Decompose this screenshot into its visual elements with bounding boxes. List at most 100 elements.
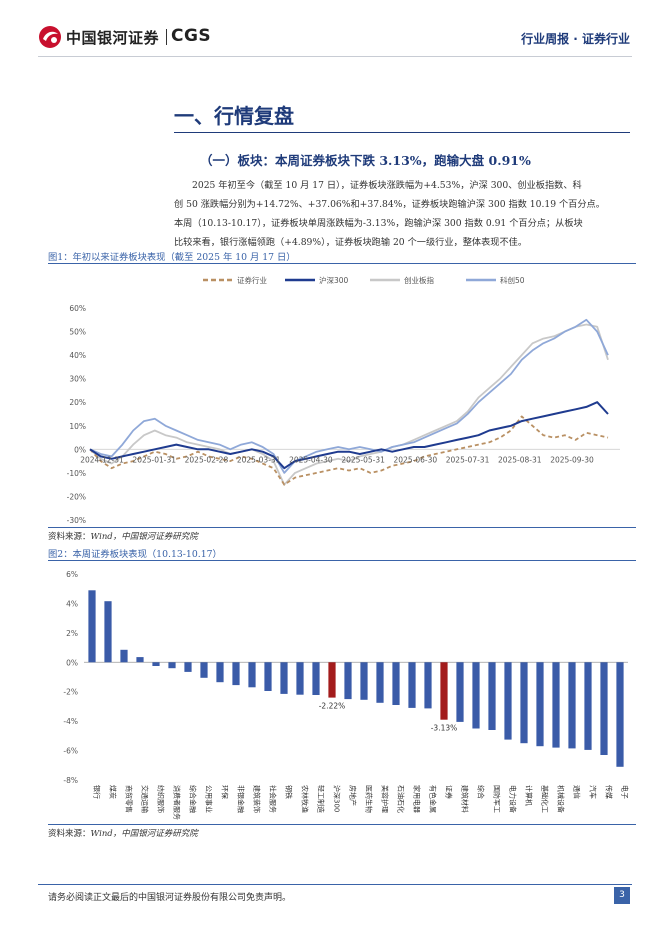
figure1-title: 图1：年初以来证券板块表现（截至 2025 年 10 月 17 日） (48, 252, 296, 263)
bar (392, 662, 400, 705)
bar (88, 590, 96, 663)
footer-divider (38, 884, 632, 885)
y-tick-label: 4% (66, 599, 78, 608)
header-divider (38, 56, 632, 57)
category-label: 综合 (477, 785, 486, 799)
category-label: 银行 (93, 785, 102, 799)
legend-item: 证券行业 (203, 275, 267, 285)
bar (296, 662, 304, 695)
x-tick-label: 2025-05-31 (341, 455, 385, 464)
cgs-logo-icon (39, 26, 61, 48)
bar (360, 662, 368, 700)
bar (424, 662, 432, 709)
legend-item: 沪深300 (285, 275, 349, 285)
y-tick-label: 10% (69, 422, 86, 431)
bar (584, 662, 592, 750)
logo-separator (166, 29, 167, 45)
category-label: 环保 (221, 785, 230, 799)
source-label: 资料来源： (48, 532, 91, 542)
y-tick-label: 0% (74, 445, 86, 454)
legend-label: 沪深300 (319, 275, 349, 285)
report-category: 行业周报 · 证券行业 (521, 32, 630, 46)
x-tick-label: 2025-06-30 (394, 455, 438, 464)
category-label: 交通运输 (141, 785, 150, 813)
bar (200, 662, 208, 678)
category-label: 机械设备 (557, 785, 566, 813)
y-tick-label: 6% (66, 570, 78, 579)
bar (232, 662, 240, 686)
bar (600, 662, 608, 755)
category-label: 计算机 (525, 785, 534, 806)
bar-value-label: -2.22% (319, 702, 346, 711)
x-tick-label: 2025-01-31 (132, 455, 176, 464)
paragraph-line: 比较来看，银行涨幅领跑（+4.89%），证券板块跑输 20 个一级行业，整体表现… (174, 237, 528, 248)
legend-item: 科创50 (466, 275, 525, 285)
legend-label: 科创50 (500, 275, 525, 285)
bar (184, 662, 192, 672)
bar (456, 662, 464, 722)
legend-label: 证券行业 (237, 275, 267, 285)
category-label: 有色金属 (429, 785, 438, 813)
source-text: Wind，中国银河证券研究院 (90, 829, 198, 839)
category-label: 家用电器 (413, 785, 422, 813)
category-label: 农林牧渔 (301, 785, 310, 813)
y-tick-label: -8% (63, 776, 78, 785)
paragraph-line: 创 50 涨跌幅分别为+14.72%、+37.06%和+37.84%，证券板块跑… (174, 199, 605, 210)
category-label: 电力设备 (509, 785, 518, 813)
series-line-1 (89, 401, 609, 470)
category-label: 汽车 (589, 785, 598, 799)
legend-label: 创业板指 (404, 275, 434, 285)
category-label: 公用事业 (205, 785, 214, 813)
x-tick-label: 2025-04-30 (289, 455, 333, 464)
paragraph-line: 2025 年初至今（截至 10 月 17 日），证券板块涨跌幅为+4.53%，沪… (192, 180, 582, 191)
category-label: 电子 (621, 785, 630, 799)
y-tick-label: 30% (69, 375, 86, 384)
legend-item: 创业板指 (370, 275, 434, 285)
bar (120, 649, 128, 663)
y-tick-label: 40% (69, 351, 86, 360)
y-tick-label: 60% (69, 304, 86, 313)
bar (568, 662, 576, 749)
category-label: 轻工制造 (317, 785, 326, 813)
y-tick-label: -20% (67, 492, 86, 501)
logo-chinese-text: 中国银河证券 (66, 29, 160, 47)
y-tick-label: -10% (67, 469, 86, 478)
figure1-source: 资料来源：Wind，中国银河证券研究院 (48, 530, 198, 542)
category-label: 煤炭 (109, 785, 118, 799)
x-tick-label: 2025-02-28 (185, 455, 229, 464)
bar (104, 601, 112, 663)
x-tick-label: 2025-09-30 (550, 455, 594, 464)
source-text: Wind，中国银河证券研究院 (90, 532, 198, 542)
section-title: 一、行情复盘 (174, 104, 294, 128)
bar (216, 662, 224, 683)
category-label: 传媒 (605, 785, 614, 799)
y-tick-label: -4% (63, 717, 78, 726)
bar (344, 662, 352, 700)
y-tick-label: -2% (63, 688, 78, 697)
series-line-3 (89, 318, 609, 474)
bar (520, 662, 528, 744)
category-label: 石油石化 (397, 785, 406, 813)
y-tick-label: -6% (63, 747, 78, 756)
footer-disclaimer: 请务必阅读正文最后的中国银河证券股份有限公司免责声明。 (48, 893, 292, 903)
y-tick-label: 0% (66, 658, 78, 667)
y-tick-label: -30% (67, 516, 86, 525)
x-tick-label: 2025-03-31 (237, 455, 281, 464)
figure2-bottom-rule (48, 824, 636, 825)
bar (248, 662, 256, 688)
x-tick-label: 2024-12-31 (80, 455, 124, 464)
category-label: 沪深300 (333, 785, 342, 812)
bar (168, 662, 176, 669)
bar (376, 662, 384, 703)
bar (408, 662, 416, 708)
figure2-title: 图2：本周证券板块表现（10.13-10.17） (48, 549, 222, 560)
category-label: 钢铁 (285, 785, 294, 799)
line-chart-ytd: 证券行业 沪深300 创业板指 科创50 60% 50% 40% 30% 20% 10% 0% -10… (67, 275, 620, 525)
x-tick-label: 2025-08-31 (498, 455, 542, 464)
bar (136, 657, 144, 663)
bar (616, 662, 624, 767)
category-label: 房地产 (349, 785, 358, 806)
x-tick-label: 2025-07-31 (446, 455, 490, 464)
category-label: 综合金融 (189, 785, 198, 813)
y-tick-label: 20% (69, 398, 86, 407)
